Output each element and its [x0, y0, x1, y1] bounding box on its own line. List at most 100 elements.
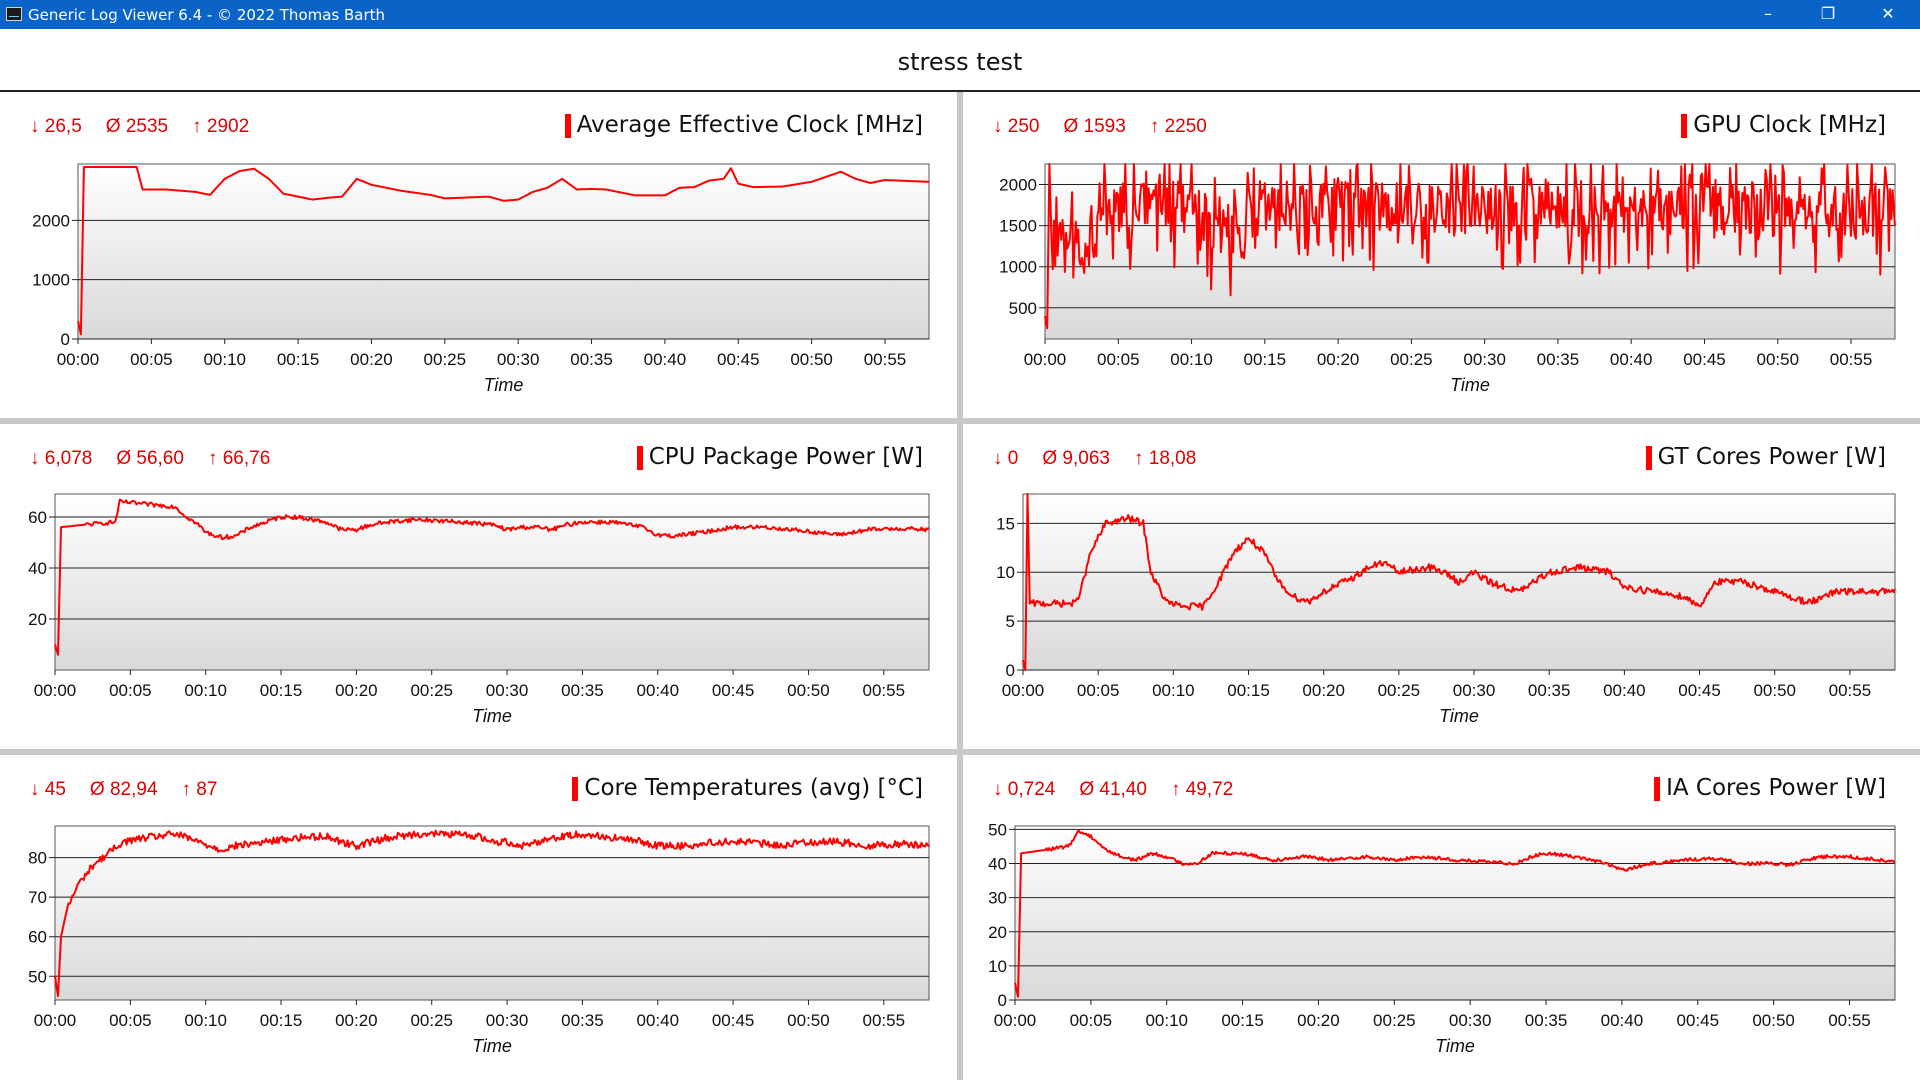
x-tick-label: 00:15 — [260, 1011, 303, 1030]
x-tick-label: 00:35 — [1528, 681, 1571, 700]
chart-stats: ↓ 0 Ø 9,063 ↑ 18,08 — [993, 448, 1220, 470]
x-tick-label: 00:45 — [1678, 681, 1721, 700]
x-tick-label: 00:00 — [1002, 681, 1045, 700]
stat-min: ↓ 250 — [993, 116, 1040, 137]
y-tick-label: 40 — [988, 855, 1007, 874]
restore-button[interactable]: ❐ — [1820, 4, 1836, 23]
minimize-button[interactable]: – — [1764, 4, 1772, 23]
x-tick-label: 00:05 — [1097, 350, 1140, 369]
stat-avg: Ø 2535 — [105, 116, 169, 137]
stat-avg: Ø 82,94 — [89, 779, 158, 800]
series-line — [1044, 163, 1896, 330]
horizontal-divider-1[interactable] — [0, 418, 1920, 424]
x-tick-label: 00:55 — [863, 681, 906, 700]
x-tick-label: 00:10 — [184, 1011, 227, 1030]
x-tick-label: 00:15 — [277, 350, 320, 369]
x-tick-label: 00:45 — [712, 681, 755, 700]
chart-svg: 0 1000 2000 00:00 00:05 00:10 00:15 00:20 00:25 0… — [32, 163, 930, 395]
chart-svg: 20 40 60 00:00 00:05 00:10 00:15 00:20 00:25 00:3… — [28, 493, 930, 726]
x-tick-label: 00:25 — [410, 1011, 453, 1030]
x-tick-label: 00:15 — [1227, 681, 1270, 700]
x-tick-label: 00:10 — [1152, 681, 1195, 700]
page-title: stress test — [897, 48, 1023, 76]
y-tick-label: 2000 — [999, 176, 1037, 195]
x-tick-label: 00:40 — [636, 681, 679, 700]
y-tick-label: 40 — [28, 559, 47, 578]
stat-max: ↑ 87 — [181, 779, 218, 800]
x-axis-label: Time — [484, 375, 524, 395]
chart-svg: 0 10 20 30 40 50 00:00 00:05 00:10 00:15 00:20 00:2… — [988, 820, 1896, 1056]
stat-min: ↓ 6,078 — [30, 448, 93, 469]
y-tick-label: 0 — [61, 330, 70, 349]
y-tick-label: 15 — [996, 514, 1015, 533]
x-tick-label: 00:15 — [1221, 1011, 1264, 1030]
x-tick-label: 00:35 — [561, 681, 604, 700]
x-tick-label: 00:00 — [1024, 350, 1067, 369]
series-line — [54, 498, 930, 656]
x-tick-label: 00:20 — [1302, 681, 1345, 700]
y-tick-label: 30 — [988, 889, 1007, 908]
x-tick-label: 00:40 — [1601, 1011, 1644, 1030]
y-tick-label: 1000 — [32, 271, 70, 290]
stat-avg: Ø 1593 — [1063, 116, 1126, 137]
x-tick-label: 00:15 — [1244, 350, 1287, 369]
series-line — [1022, 493, 1896, 671]
x-tick-label: 00:35 — [570, 350, 613, 369]
x-tick-label: 00:55 — [863, 1011, 906, 1030]
stat-max: ↑ 49,72 — [1170, 779, 1234, 800]
x-tick-label: 00:20 — [335, 681, 378, 700]
x-tick-label: 00:20 — [1297, 1011, 1340, 1030]
stat-avg: Ø 56,60 — [116, 448, 184, 469]
x-tick-label: 00:40 — [644, 350, 687, 369]
y-tick-label: 60 — [28, 928, 47, 947]
plot-area — [54, 825, 930, 1001]
x-tick-label: 00:00 — [57, 350, 100, 369]
chart-title: CPU Package Power [W] — [636, 444, 923, 470]
chart-panel-cpu-package-power: ↓ 6,078 Ø 56,60 ↑ 66,76 CPU Package Power … — [0, 424, 957, 749]
stat-min: ↓ 0 — [993, 448, 1019, 469]
x-tick-label: 00:55 — [864, 350, 907, 369]
y-tick-label: 1000 — [999, 258, 1037, 277]
stat-max: ↑ 18,08 — [1133, 448, 1197, 469]
y-tick-label: 0 — [1006, 661, 1015, 680]
x-tick-label: 00:10 — [184, 681, 227, 700]
horizontal-divider-2[interactable] — [0, 749, 1920, 755]
chart-panel-gt-cores-power: ↓ 0 Ø 9,063 ↑ 18,08 GT Cores Power [W] 0 5 1… — [963, 424, 1920, 749]
y-tick-label: 1500 — [999, 217, 1037, 236]
y-tick-label: 500 — [1009, 299, 1037, 318]
x-tick-label: 00:25 — [1390, 350, 1433, 369]
x-tick-label: 00:55 — [1830, 350, 1873, 369]
chart-stats: ↓ 6,078 Ø 56,60 ↑ 66,76 — [30, 448, 294, 470]
stat-min: ↓ 0,724 — [993, 779, 1056, 800]
x-tick-label: 00:10 — [1170, 350, 1213, 369]
x-axis-label: Time — [472, 706, 512, 726]
y-tick-label: 0 — [998, 991, 1007, 1010]
x-tick-label: 00:15 — [260, 681, 303, 700]
series-line — [54, 829, 930, 997]
stat-min: ↓ 26,5 — [30, 116, 82, 137]
x-tick-label: 00:45 — [712, 1011, 755, 1030]
x-axis-label: Time — [1435, 1036, 1475, 1056]
x-tick-label: 00:05 — [1077, 681, 1120, 700]
chart-panel-avg-effective-clock: ↓ 26,5 Ø 2535 ↑ 2902 Average Effective Clo… — [0, 92, 957, 418]
stat-max: ↑ 2250 — [1149, 116, 1207, 137]
y-tick-label: 50 — [988, 820, 1007, 839]
x-tick-label: 00:30 — [1453, 681, 1496, 700]
x-tick-label: 00:45 — [717, 350, 760, 369]
vertical-divider[interactable] — [957, 92, 963, 1080]
x-tick-label: 00:25 — [1373, 1011, 1416, 1030]
chart-panel-ia-cores-power: ↓ 0,724 Ø 41,40 ↑ 49,72 IA Cores Power [W]… — [963, 755, 1920, 1080]
chart-stats: ↓ 0,724 Ø 41,40 ↑ 49,72 — [993, 779, 1257, 801]
x-tick-label: 00:20 — [350, 350, 393, 369]
y-tick-label: 2000 — [32, 211, 70, 230]
x-tick-label: 00:05 — [109, 1011, 152, 1030]
x-tick-label: 00:25 — [1378, 681, 1421, 700]
title-bar: Generic Log Viewer 6.4 - © 2022 Thomas B… — [0, 0, 1920, 29]
x-tick-label: 00:40 — [1610, 350, 1653, 369]
x-tick-label: 00:30 — [486, 681, 529, 700]
close-button[interactable]: ✕ — [1881, 4, 1895, 23]
chart-panel-gpu-clock: ↓ 250 Ø 1593 ↑ 2250 GPU Clock [MHz] 500 100… — [963, 92, 1920, 418]
page-header: stress test — [0, 29, 1920, 92]
y-tick-label: 10 — [996, 563, 1015, 582]
chart-stats: ↓ 26,5 Ø 2535 ↑ 2902 — [30, 116, 273, 138]
